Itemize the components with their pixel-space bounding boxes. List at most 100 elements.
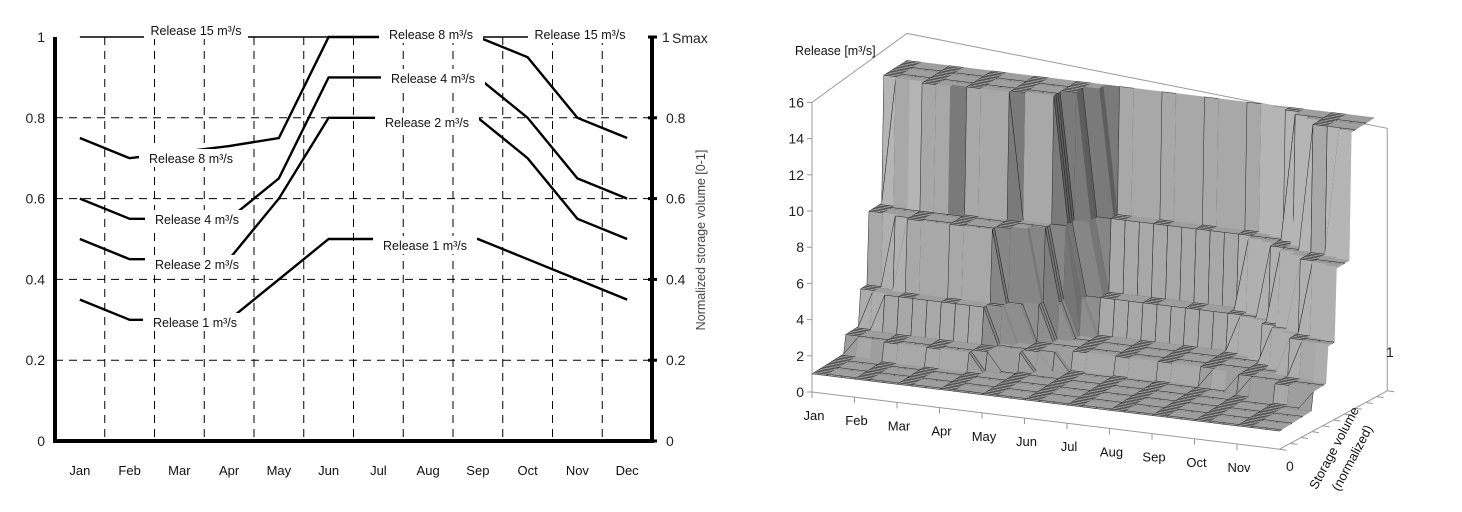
surface-facet	[1183, 307, 1200, 348]
curve-annotation: Release 4 m³/s	[391, 72, 475, 86]
storage-tick	[1365, 401, 1373, 404]
surface-facet	[1187, 94, 1205, 226]
surface-facet	[895, 343, 913, 366]
y-tick-label: 0.8	[26, 110, 46, 126]
surface-facet	[855, 337, 873, 359]
annotation-background	[379, 25, 483, 43]
x-tick-label: Nov	[566, 463, 590, 478]
x-tick-label: Aug	[417, 463, 440, 478]
surface-facet	[1272, 383, 1290, 406]
z-tick-label: 8	[796, 239, 804, 255]
surface-facet	[1207, 230, 1225, 307]
surface-facet	[1140, 302, 1158, 343]
z-tick-label: 0	[796, 384, 804, 400]
surface-facet	[1184, 364, 1201, 387]
x-tick-label: Feb	[118, 463, 140, 478]
storage-tick	[1300, 437, 1309, 440]
surface-facet	[1127, 357, 1145, 380]
surface-facet	[1098, 297, 1115, 338]
surface-facet	[1230, 100, 1248, 231]
z-tick-label: 4	[796, 312, 804, 328]
curve-annotation: Release 4 m³/s	[155, 213, 239, 227]
storage-tick	[1322, 425, 1330, 428]
x-tick-label: Dec	[616, 463, 640, 478]
rule-curve-chart: Release 15 m³/s Release 8 m³/s Release 15 …	[26, 21, 708, 478]
storage-tick	[1333, 419, 1341, 422]
surface-facet	[1299, 341, 1317, 381]
storage-tick	[1387, 390, 1395, 393]
y2-axis-title: Normalized storage volume [0-1]	[694, 150, 708, 331]
surface-facet	[1264, 427, 1283, 432]
x-tick-label: Jul	[370, 463, 387, 478]
surface-facet	[1126, 300, 1144, 341]
surface-facet	[1210, 369, 1228, 392]
surface-facet	[1179, 226, 1197, 303]
surface-facet	[1151, 223, 1168, 300]
y2-tick-label: 0.6	[666, 191, 686, 207]
annotation-background	[143, 313, 247, 331]
surface-facet	[1169, 363, 1187, 385]
surface-facet	[978, 88, 996, 219]
curve-annotation: Release 2 m³/s	[155, 258, 239, 272]
surface-facet	[961, 225, 979, 302]
x-tick-label: Jun	[318, 463, 339, 478]
surface-facet	[1197, 309, 1215, 350]
surface-facet	[953, 303, 970, 344]
y-tick-label: 0.2	[26, 352, 46, 368]
surface-facet	[919, 82, 937, 214]
surface-facet	[1137, 221, 1154, 298]
x-tick-label: Mar	[168, 463, 191, 478]
annotation-background	[139, 149, 243, 167]
surface-facet	[882, 294, 900, 335]
curve-annotation: Release 8 m³/s	[389, 28, 473, 42]
x-tick-label: Jan	[69, 463, 90, 478]
surface-facet	[1202, 96, 1219, 227]
surface-facet	[1222, 232, 1239, 309]
surface-facet	[1165, 225, 1183, 302]
annotation-background	[528, 25, 632, 43]
x-tick-label: May	[267, 463, 292, 478]
x-tick-label: Apr	[219, 463, 240, 478]
surface-facet	[1216, 98, 1234, 229]
surface-facet	[1155, 361, 1173, 383]
storage-tick	[1290, 442, 1298, 445]
x-tick-label: Sep	[466, 463, 489, 478]
curve-annotation: Release 15 m³/s	[534, 28, 625, 42]
surface-facet	[1244, 101, 1262, 233]
storage-tick	[1354, 407, 1362, 410]
surface-facet	[1117, 86, 1134, 217]
month-tick-label: Nov	[1227, 460, 1251, 475]
z-tick-label: 12	[788, 167, 804, 183]
y2-tick-label: 0.2	[666, 352, 686, 368]
z-tick-label: 16	[788, 94, 804, 110]
surface-facet	[910, 298, 928, 339]
surface-facet	[896, 296, 914, 337]
annotation-background	[375, 113, 479, 131]
surface-facet	[975, 227, 993, 304]
y-tick-label: 1	[37, 29, 45, 45]
surface-facet	[938, 301, 956, 342]
curve-annotation: Release 8 m³/s	[149, 152, 233, 166]
surface-facet	[1122, 220, 1140, 296]
surface-facet	[1070, 350, 1088, 373]
annotation-background	[145, 255, 249, 273]
surface-facet	[1023, 92, 1040, 223]
surface-facet	[1211, 311, 1229, 351]
storage-tick	[1311, 431, 1319, 434]
surface-facet	[1141, 359, 1159, 382]
y2-tick-label: 0.4	[666, 271, 686, 287]
storage-tick-label: 1	[1386, 344, 1394, 360]
y2-tick-label: 1	[662, 29, 670, 45]
storage-tick	[1344, 413, 1352, 416]
x-tick-label: Oct	[518, 463, 539, 478]
curve-annotation: Release 1 m³/s	[383, 239, 467, 253]
y-tick-label: 0.6	[26, 191, 46, 207]
surface-facet	[919, 220, 936, 297]
surface-facet	[1131, 87, 1149, 219]
annotation-background	[144, 21, 248, 39]
annotation-background	[145, 210, 249, 228]
surface-facet	[1108, 218, 1126, 295]
month-axis-line	[811, 391, 1280, 450]
surface-facet	[952, 350, 970, 373]
surface-facet	[933, 84, 951, 215]
